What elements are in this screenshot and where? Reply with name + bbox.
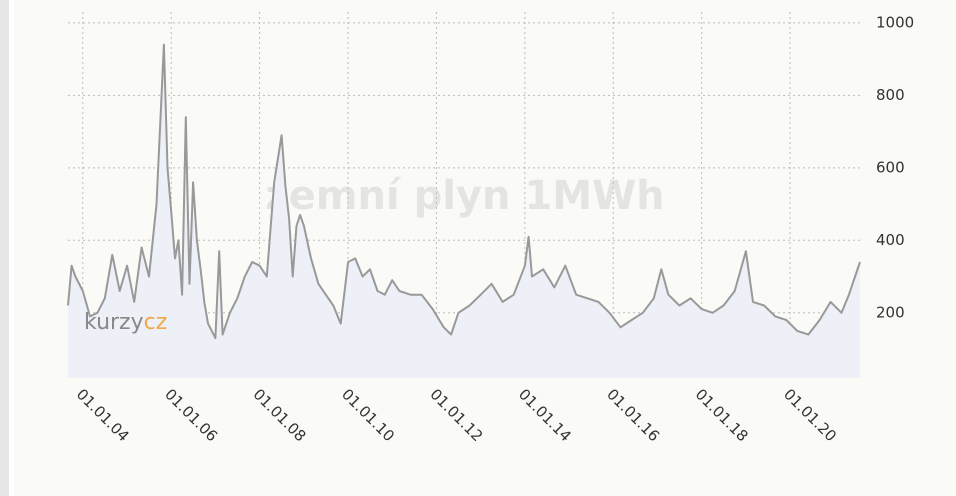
logo: kurzycz xyxy=(84,310,167,335)
side-bar xyxy=(0,0,9,496)
y-tick-label: 600 xyxy=(876,158,905,176)
area xyxy=(68,44,860,378)
line xyxy=(67,43,861,340)
logo-accent: cz xyxy=(144,310,168,335)
watermark-title: zemní plyn 1MWh xyxy=(265,173,664,219)
y-tick-label: 800 xyxy=(876,86,905,104)
y-tick-label: 400 xyxy=(876,231,905,249)
y-tick-label: 1000 xyxy=(876,13,914,31)
logo-text: kurzy xyxy=(84,310,144,335)
y-tick-label: 200 xyxy=(876,303,905,321)
